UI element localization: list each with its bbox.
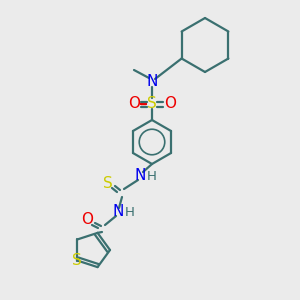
Text: O: O	[128, 97, 140, 112]
Text: N: N	[134, 169, 146, 184]
Text: S: S	[147, 97, 157, 112]
Text: H: H	[125, 206, 135, 218]
Text: N: N	[112, 205, 124, 220]
Text: H: H	[147, 169, 157, 182]
Text: S: S	[72, 253, 81, 268]
Text: O: O	[164, 97, 176, 112]
Text: O: O	[81, 212, 93, 227]
Text: N: N	[146, 74, 158, 89]
Text: S: S	[103, 176, 113, 190]
